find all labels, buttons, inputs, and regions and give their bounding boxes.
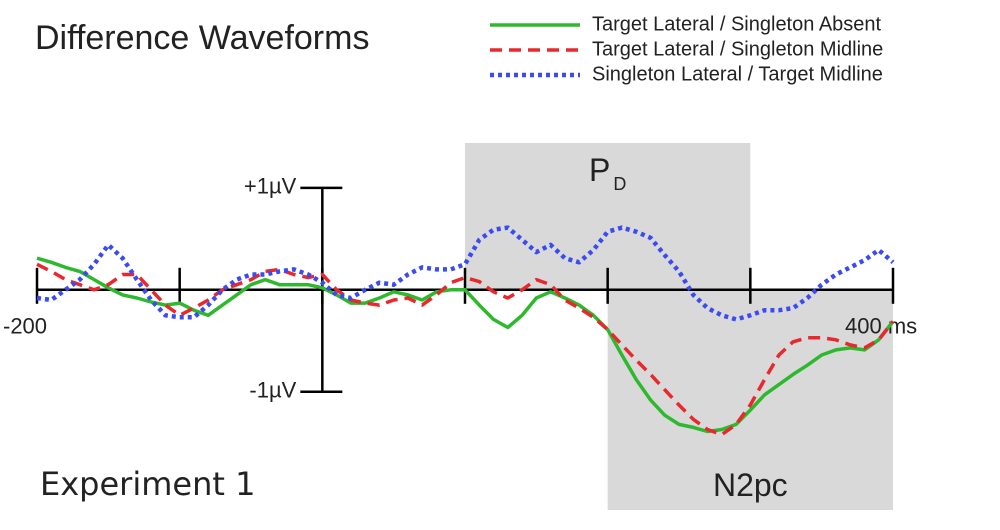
shaded-region: [465, 143, 751, 290]
series-line: [36, 262, 895, 437]
shaded-region: [607, 289, 893, 510]
y-tick-label: +1µV: [244, 174, 297, 199]
series-line: [36, 225, 895, 322]
legend-label: Target Lateral / Singleton Midline: [592, 38, 883, 60]
series-line: [36, 256, 895, 434]
annotation: Experiment 1: [40, 465, 255, 503]
x-tick-label: -200: [3, 314, 47, 339]
region-label: N2pc: [713, 467, 788, 503]
region-label-text: P: [589, 152, 610, 188]
chart-title: Difference Waveforms: [35, 19, 369, 57]
legend-label: Target Lateral / Singleton Absent: [592, 13, 882, 35]
region-label-subscript: D: [613, 174, 626, 194]
y-tick-label: -1µV: [249, 378, 296, 403]
region-label-text: N2pc: [713, 467, 788, 503]
legend-label: Singleton Lateral / Target Midline: [592, 63, 883, 85]
